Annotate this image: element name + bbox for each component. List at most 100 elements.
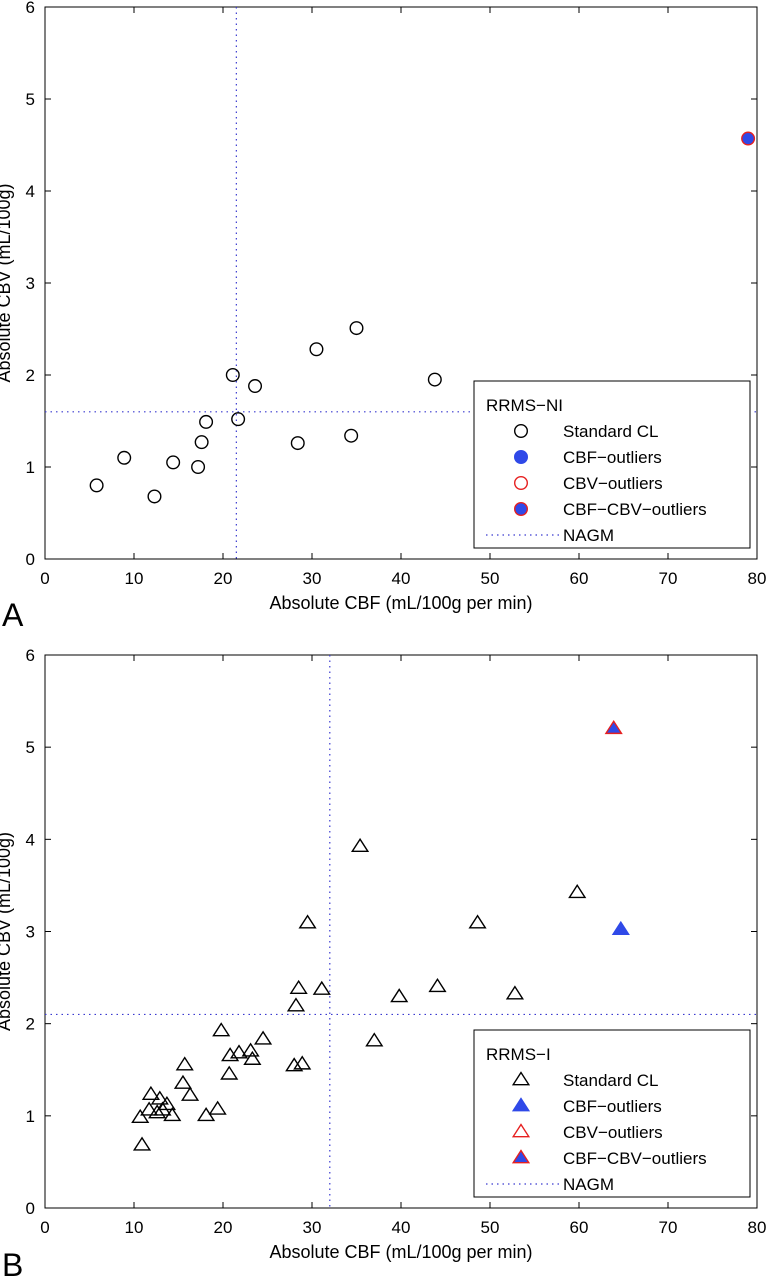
panel-a: 0 10 20 30 40 50 60 70 80 0 1 2 3 4 5 6 Absolute CBF (mL… (0, 0, 766, 633)
y-tick-label: 5 (26, 90, 35, 109)
legend-entry-label: CBV−outliers (563, 474, 663, 493)
data-point (285, 1057, 304, 1072)
data-point (365, 1032, 384, 1047)
data-point (286, 997, 306, 1012)
data-point (89, 478, 104, 493)
data-point (148, 1104, 167, 1119)
y-tick-label: 1 (26, 1107, 35, 1126)
y-axis-label: Absolute CBV (mL/100g) (0, 832, 14, 1031)
data-point (741, 131, 756, 146)
x-tick-label: 60 (570, 1218, 589, 1237)
data-point (141, 1085, 160, 1100)
panel-b: 0 10 20 30 40 50 60 70 80 0 1 2 3 4 5 6 Absolute CBF (mL… (0, 646, 766, 1280)
x-axis-label: Absolute CBF (mL/100g per min) (269, 1242, 532, 1262)
legend-entry-label: CBF−outliers (563, 448, 662, 467)
x-tick-label: 70 (659, 569, 678, 588)
data-point (344, 428, 359, 443)
data-point (568, 883, 587, 899)
legend-entry-label: CBV−outliers (563, 1123, 663, 1142)
y-tick-label: 2 (26, 1015, 35, 1034)
legend-entry-label: NAGM (563, 526, 614, 545)
panel-label: B (2, 1247, 23, 1280)
data-point (175, 1056, 194, 1071)
x-tick-label: 50 (481, 1218, 500, 1237)
data-point (312, 980, 331, 995)
data-point (505, 985, 525, 1000)
data-point (604, 719, 623, 735)
data-point (427, 372, 442, 387)
x-tick-label: 80 (748, 569, 767, 588)
x-tick-label: 30 (303, 569, 322, 588)
data-point (253, 1030, 273, 1045)
data-point (163, 1107, 182, 1122)
data-point (191, 460, 206, 475)
data-point (194, 435, 209, 450)
data-point (225, 368, 240, 383)
data-point (132, 1136, 152, 1151)
data-point (390, 988, 409, 1003)
data-point (309, 342, 324, 357)
legend-entry-label: CBF−CBV−outliers (563, 1149, 707, 1168)
x-tick-label: 40 (392, 1218, 411, 1237)
data-point (298, 914, 317, 929)
data-point (229, 1044, 249, 1059)
y-tick-label: 0 (26, 1199, 35, 1218)
y-tick-label: 0 (26, 550, 35, 569)
legend-marker (514, 476, 529, 491)
data-point (147, 489, 162, 504)
panel-label: A (2, 597, 24, 633)
legend-marker (514, 450, 529, 465)
data-point (208, 1100, 227, 1115)
legend-marker (514, 502, 529, 517)
y-axis-label: Absolute CBV (mL/100g) (0, 183, 14, 382)
y-tick-label: 4 (26, 182, 35, 201)
x-tick-label: 10 (125, 569, 144, 588)
legend-entry-label: CBF−CBV−outliers (563, 500, 707, 519)
data-point (231, 412, 246, 427)
data-point (220, 1065, 239, 1080)
data-point (131, 1108, 150, 1124)
data-point (157, 1095, 177, 1111)
legend-title: RRMS−NI (486, 396, 563, 415)
y-tick-label: 2 (26, 366, 35, 385)
x-tick-label: 30 (303, 1218, 322, 1237)
y-tick-label: 5 (26, 738, 35, 757)
data-point (199, 414, 214, 429)
data-point (140, 1101, 159, 1116)
x-tick-label: 50 (481, 569, 500, 588)
legend-marker (511, 1149, 531, 1164)
legend-entry-label: Standard CL (563, 1071, 658, 1090)
x-tick-label: 20 (214, 569, 233, 588)
legend-box (473, 1029, 751, 1198)
y-tick-label: 6 (26, 0, 35, 17)
data-point (150, 1090, 169, 1105)
x-tick-label: 80 (748, 1218, 767, 1237)
data-point (349, 321, 364, 336)
legend-marker (511, 1097, 531, 1112)
x-tick-label: 40 (392, 569, 411, 588)
data-point (468, 914, 487, 929)
legend-entry-label: CBF−outliers (563, 1097, 662, 1116)
legend-marker (511, 1123, 531, 1138)
y-tick-label: 3 (26, 274, 35, 293)
data-point (248, 379, 263, 394)
data-point (350, 837, 370, 853)
x-tick-label: 0 (40, 569, 49, 588)
x-tick-label: 20 (214, 1218, 233, 1237)
x-tick-label: 70 (659, 1218, 678, 1237)
data-point (117, 450, 132, 465)
legend-marker (514, 424, 529, 439)
data-point (212, 1022, 231, 1037)
data-point (166, 455, 181, 470)
legend-entry-label: NAGM (563, 1175, 614, 1194)
legend-marker (511, 1071, 531, 1086)
y-tick-label: 3 (26, 923, 35, 942)
data-point (173, 1074, 193, 1089)
x-tick-label: 60 (570, 569, 589, 588)
data-point (611, 920, 630, 936)
x-axis-label: Absolute CBF (mL/100g per min) (269, 593, 532, 613)
legend-entry-label: Standard CL (563, 422, 658, 441)
data-point (293, 1055, 312, 1070)
y-tick-label: 6 (26, 646, 35, 665)
